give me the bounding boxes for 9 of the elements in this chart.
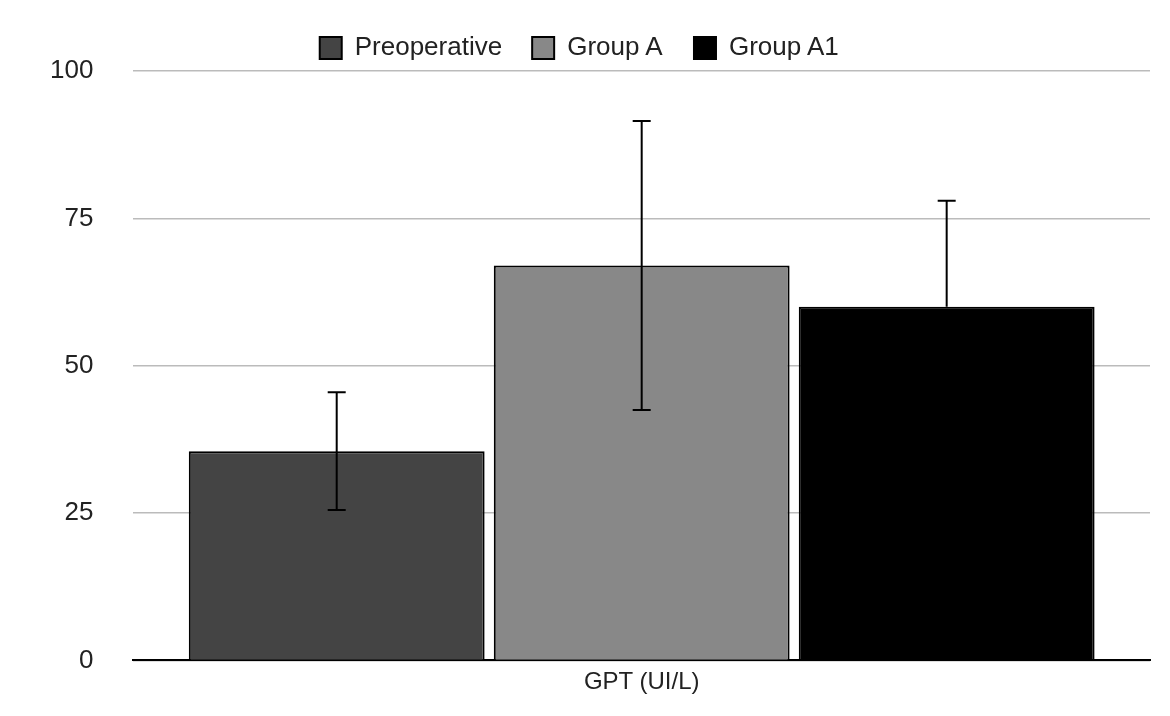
legend-label: Group A1 [728,31,839,62]
x-tick-label: GPT (UI/L) [583,667,700,695]
y-tick-label: 25 [64,496,94,527]
legend-label: Group A [567,31,664,62]
y-tick-label: 0 [78,643,94,674]
y-tick-label: 75 [64,201,94,232]
legend-label: Preoperative [354,31,503,62]
y-tick-label: 100 [49,54,94,85]
y-tick-label: 50 [64,348,94,379]
